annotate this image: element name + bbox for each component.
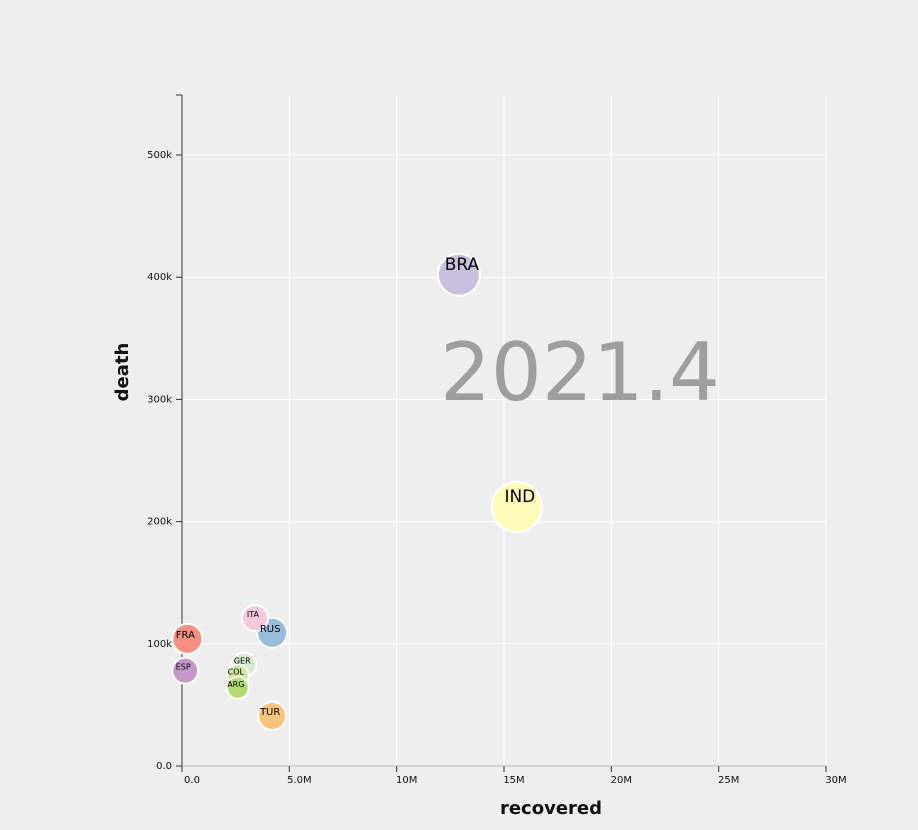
x-tick-label: 0.0 (184, 775, 200, 786)
year-label: 2021.4 (440, 326, 720, 419)
bubble-label-esp: ESP (176, 663, 191, 672)
bubble-ind[interactable] (490, 480, 543, 533)
y-tick-label: 0.0 (156, 761, 172, 772)
bubbles: IND BRA RUS FRA TUR ITA ESP GER COL ARG (171, 252, 543, 731)
bubble-label-arg: ARG (227, 680, 244, 689)
x-tick-label: 15M (503, 775, 524, 786)
x-axis-title: recovered (500, 798, 602, 819)
bubble-label-ind: IND (504, 487, 535, 507)
bubble-arg[interactable] (225, 675, 250, 700)
y-tick-label: 300k (147, 394, 172, 405)
x-tick-label: 30M (825, 775, 846, 786)
bubble-label-rus: RUS (260, 624, 281, 635)
x-tick-label: 25M (718, 775, 739, 786)
x-tick-label: 20M (611, 775, 632, 786)
bubble-tur[interactable] (257, 700, 288, 731)
y-axis-title: death (112, 343, 133, 402)
bubble-label-col: COL (228, 668, 245, 677)
x-tick-label: 5.0M (287, 775, 312, 786)
grid-lines (182, 95, 827, 766)
y-tick-label: 400k (147, 272, 172, 283)
bubble-label-bra: BRA (445, 255, 480, 275)
x-tick-label: 10M (396, 775, 417, 786)
bubble-label-fra: FRA (176, 630, 195, 641)
y-tick-label: 500k (147, 150, 172, 161)
bubble-ita[interactable] (240, 604, 269, 633)
bubble-label-ger: GER (234, 657, 251, 666)
bubble-fra[interactable] (171, 622, 204, 655)
bubble-esp[interactable] (171, 656, 200, 685)
bubble-label-ita: ITA (247, 610, 260, 619)
axes: 0.0 5.0M 10M 15M 20M 25M 30M 0.0 100k 200k 300k 400… (147, 94, 847, 786)
y-tick-label: 200k (147, 517, 172, 528)
bubble-label-tur: TUR (259, 707, 280, 718)
y-tick-label: 100k (147, 639, 172, 650)
bubble-bra[interactable] (436, 252, 481, 297)
